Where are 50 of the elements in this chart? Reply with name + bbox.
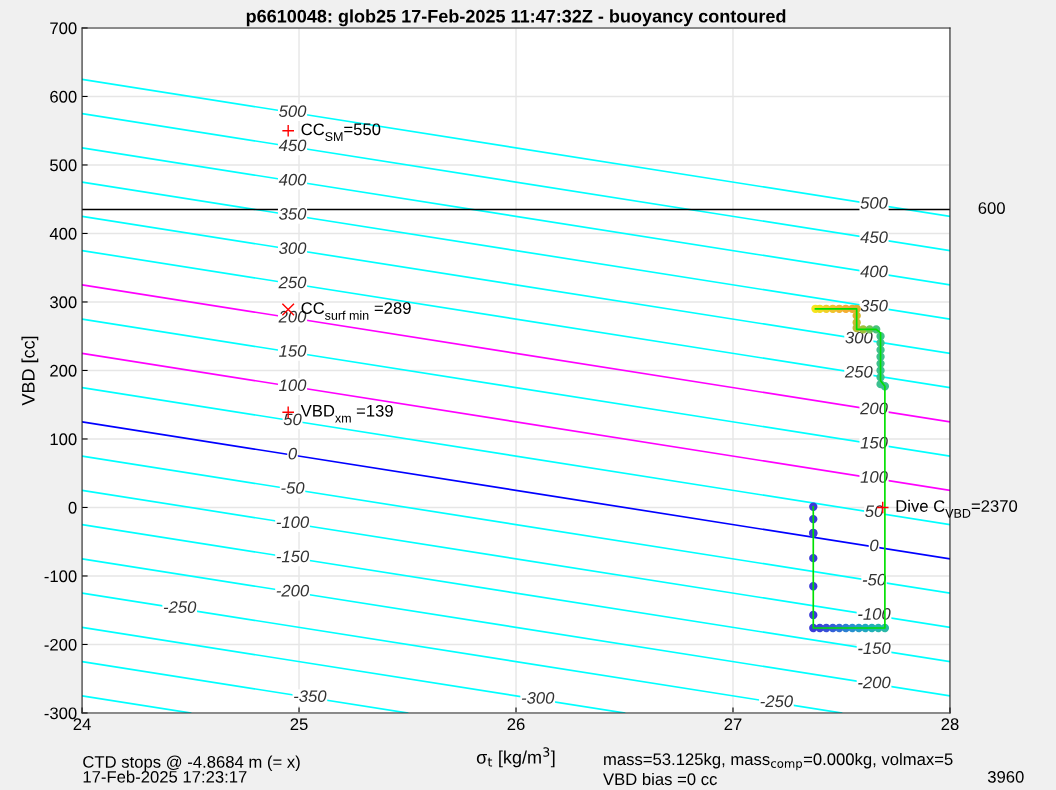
annotation: 350 — [279, 207, 307, 220]
x-tick-label: 24 — [73, 718, 91, 730]
annotation: 50 — [283, 413, 302, 426]
annotation: -350 — [294, 690, 327, 703]
y-axis-title: VBD [cc] — [21, 336, 39, 406]
y-tick-label: 500 — [50, 159, 77, 172]
annotation: 600 — [978, 202, 1005, 214]
annotation: 250 — [278, 276, 307, 289]
text: 3960 — [987, 770, 1024, 783]
chart-title: p6610048: glob25 17-Feb-2025 11:47:32Z - buoyancy contoured — [246, 9, 786, 27]
annotation: 250 — [844, 365, 873, 378]
annotation: 0 — [870, 539, 879, 552]
y-tick-label: -300 — [44, 707, 77, 720]
annotation: 300 — [845, 331, 873, 344]
annotation: -250 — [760, 695, 793, 708]
annotation: 150 — [279, 344, 307, 357]
y-tick-label: 200 — [50, 364, 77, 377]
y-tick-label: 700 — [50, 22, 77, 35]
annotation: -150 — [276, 550, 310, 563]
x-axis-title: σ$_{t}$ [kg/m$^{3}$] — [476, 747, 555, 768]
annotation: 500 — [860, 197, 888, 209]
annotation: 450 — [860, 231, 888, 244]
annotation: -150 — [858, 642, 891, 655]
annotation: -100 — [276, 516, 310, 529]
annotation: -200 — [858, 676, 891, 689]
y-tick-label: 600 — [50, 90, 77, 103]
annotation: 350 — [860, 299, 888, 312]
text: mass=53.125kg, mass$_{comp}$=0.000kg, volmax=5 — [604, 752, 953, 771]
x-tick-label: 26 — [507, 718, 525, 731]
y-tick-label: 400 — [49, 227, 77, 240]
x-tick-label: 27 — [724, 718, 742, 730]
x-tick-label: 28 — [941, 718, 959, 731]
annotation: 100 — [279, 379, 307, 392]
annotation: 400 — [278, 173, 307, 186]
y-tick-label: -100 — [44, 570, 77, 583]
y-tick-label: 300 — [50, 296, 77, 309]
annotation: -250 — [163, 601, 197, 613]
annotation: -50 — [281, 481, 305, 494]
text: VBD bias =0 cc — [603, 772, 717, 786]
annotation: 500 — [279, 105, 307, 118]
annotation: -300 — [521, 691, 555, 704]
y-tick-label: 0 — [68, 501, 77, 514]
annotation: 400 — [860, 265, 888, 278]
annotation: 0 — [288, 447, 298, 460]
annotation: 300 — [279, 242, 307, 255]
y-tick-label: 100 — [50, 433, 77, 446]
text: CTD stops @ -4.8684 m (= x) 17-Feb-2025 17:23:17 — [83, 755, 300, 783]
annotation: -200 — [276, 584, 310, 597]
x-tick-label: 25 — [290, 718, 308, 731]
y-tick-label: -200 — [44, 638, 77, 651]
